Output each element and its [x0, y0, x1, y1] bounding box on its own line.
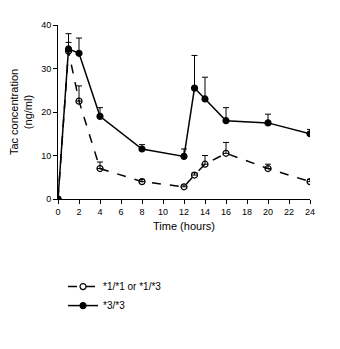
svg-text:40: 40 [41, 20, 51, 30]
svg-text:30: 30 [41, 64, 51, 74]
svg-text:*3/*3: *3/*3 [103, 300, 125, 311]
svg-text:8: 8 [139, 207, 144, 217]
svg-text:0: 0 [46, 194, 51, 204]
svg-text:20: 20 [41, 107, 51, 117]
svg-text:0: 0 [55, 207, 60, 217]
svg-text:Tac concentration(ng/ml): Tac concentration(ng/ml) [8, 69, 34, 155]
svg-text:24: 24 [305, 207, 315, 217]
svg-text:2: 2 [76, 207, 81, 217]
svg-text:4: 4 [97, 207, 102, 217]
svg-text:10: 10 [41, 151, 51, 161]
svg-text:*1/*1 or *1/*3: *1/*1 or *1/*3 [103, 281, 161, 292]
svg-text:16: 16 [221, 207, 231, 217]
svg-text:20: 20 [263, 207, 273, 217]
svg-text:14: 14 [200, 207, 210, 217]
svg-text:22: 22 [284, 207, 294, 217]
svg-text:Time (hours): Time (hours) [153, 220, 215, 232]
svg-text:6: 6 [118, 207, 123, 217]
svg-text:10: 10 [158, 207, 168, 217]
svg-text:12: 12 [179, 207, 189, 217]
svg-text:18: 18 [242, 207, 252, 217]
